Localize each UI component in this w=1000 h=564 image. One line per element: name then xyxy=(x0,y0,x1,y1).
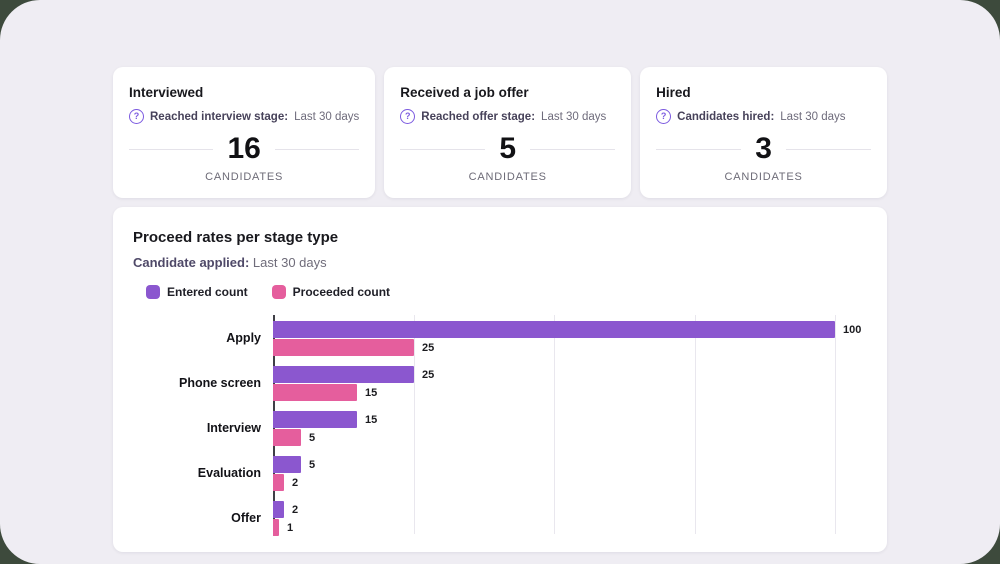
bar-line: 15 xyxy=(273,384,867,401)
kpi-value-row: 16 xyxy=(129,132,360,165)
category-label-apply: Apply xyxy=(226,330,261,345)
bar-entered-count[interactable] xyxy=(273,501,284,518)
bar-value-label: 15 xyxy=(365,386,378,399)
bar-value-label: 2 xyxy=(292,503,299,516)
bar-entered-count[interactable] xyxy=(273,366,414,383)
bar-value-label: 15 xyxy=(365,413,378,426)
kpi-subtitle: ? Reached offer stage: Last 30 days xyxy=(400,109,615,124)
gridline-50 xyxy=(554,315,555,534)
gridline-75 xyxy=(695,315,696,534)
bar-rows: 100 25 25 15 15 5 5 2 2 1 xyxy=(273,315,867,540)
legend-label: Proceeded count xyxy=(292,285,391,299)
help-icon[interactable]: ? xyxy=(400,109,416,124)
bar-proceeded-count[interactable] xyxy=(273,519,279,536)
bar-group-apply: 100 25 xyxy=(273,315,867,360)
bar-value-label: 25 xyxy=(422,368,435,381)
category-label-offer: Offer xyxy=(231,510,261,525)
bar-line: 5 xyxy=(273,429,867,446)
chart-legend: Entered count Proceeded count xyxy=(146,285,867,299)
bar-proceeded-count[interactable] xyxy=(273,429,301,446)
bar-line: 1 xyxy=(273,519,867,536)
bar-line: 2 xyxy=(273,474,867,491)
kpi-card-offer: Received a job offer ? Reached offer sta… xyxy=(384,67,632,198)
bar-proceeded-count[interactable] xyxy=(273,474,284,491)
divider-line xyxy=(656,148,742,150)
gridline-25 xyxy=(414,315,415,534)
category-axis-labels: Apply Phone screen Interview Evaluation Offe… xyxy=(133,315,273,540)
category-label-phone-screen: Phone screen xyxy=(179,375,261,390)
chart-filter: Candidate applied: Last 30 days xyxy=(133,255,867,270)
legend-swatch-proceeded xyxy=(271,285,286,299)
bar-value-label: 5 xyxy=(309,458,316,471)
legend-item-proceeded[interactable]: Proceeded count xyxy=(271,285,391,299)
bar-entered-count[interactable] xyxy=(273,456,301,473)
bar-proceeded-count[interactable] xyxy=(273,339,414,356)
divider-line xyxy=(785,148,872,150)
kpi-unit: CANDIDATES xyxy=(205,171,284,183)
legend-swatch-entered xyxy=(146,285,160,299)
bar-entered-count[interactable] xyxy=(273,411,357,428)
bar-value-label: 25 xyxy=(422,341,435,354)
kpi-title: Interviewed xyxy=(129,85,204,100)
proceed-rates-chart-card: Proceed rates per stage type Candidate a… xyxy=(113,207,887,552)
legend-item-entered[interactable]: Entered count xyxy=(146,285,248,299)
bar-value-label: 2 xyxy=(292,476,299,489)
bar-value-label: 1 xyxy=(287,521,294,534)
kpi-unit: CANDIDATES xyxy=(724,171,803,183)
kpi-value-row: 5 xyxy=(400,132,616,165)
chart-filter-label: Candidate applied: xyxy=(133,255,250,270)
kpi-metric-period: Last 30 days xyxy=(541,110,607,123)
bar-proceeded-count[interactable] xyxy=(273,384,357,401)
category-label-evaluation: Evaluation xyxy=(197,465,261,480)
bar-line: 5 xyxy=(273,456,867,473)
bar-line: 15 xyxy=(273,411,867,428)
kpi-metric-label: Reached offer stage: xyxy=(421,110,536,123)
bar-group-interview: 15 5 xyxy=(273,405,867,450)
chart-filter-value: Last 30 days xyxy=(252,255,327,270)
divider-line xyxy=(530,148,616,150)
bar-line: 25 xyxy=(273,339,867,356)
kpi-value-row: 3 xyxy=(656,132,872,165)
bar-value-label: 100 xyxy=(843,323,862,336)
kpi-card-interviewed: Interviewed ? Reached interview stage: L… xyxy=(113,67,376,198)
kpi-value: 5 xyxy=(499,132,517,165)
bar-chart: Apply Phone screen Interview Evaluation Offe… xyxy=(133,315,867,540)
kpi-subtitle: ? Reached interview stage: Last 30 days xyxy=(129,109,359,124)
kpi-value: 16 xyxy=(227,132,261,165)
kpi-unit: CANDIDATES xyxy=(468,171,547,183)
kpi-metric-period: Last 30 days xyxy=(780,110,846,123)
kpi-value: 3 xyxy=(755,132,772,165)
bar-group-phone-screen: 25 15 xyxy=(273,360,867,405)
chart-title: Proceed rates per stage type xyxy=(133,229,339,246)
summary-cards-row: Interviewed ? Reached interview stage: L… xyxy=(113,67,887,198)
legend-label: Entered count xyxy=(167,285,248,299)
bar-line: 25 xyxy=(273,366,867,383)
category-label-interview: Interview xyxy=(206,420,261,435)
bar-line: 100 xyxy=(273,321,867,338)
bar-line: 2 xyxy=(273,501,867,518)
kpi-metric-label: Candidates hired: xyxy=(677,110,775,123)
kpi-card-hired: Hired ? Candidates hired: Last 30 days 3… xyxy=(640,67,887,198)
divider-line xyxy=(129,148,214,150)
help-icon[interactable]: ? xyxy=(656,109,672,124)
kpi-title: Hired xyxy=(656,85,691,100)
kpi-metric-period: Last 30 days xyxy=(294,110,360,123)
bar-value-label: 5 xyxy=(309,431,316,444)
kpi-title: Received a job offer xyxy=(400,85,529,100)
plot-area: 100 25 25 15 15 5 5 2 2 1 xyxy=(273,315,867,536)
divider-line xyxy=(400,148,486,150)
help-icon[interactable]: ? xyxy=(129,109,144,124)
gridline-100 xyxy=(835,315,836,534)
divider-line xyxy=(274,148,360,150)
kpi-metric-label: Reached interview stage: xyxy=(150,110,289,123)
bar-entered-count[interactable] xyxy=(273,321,835,338)
kpi-subtitle: ? Candidates hired: Last 30 days xyxy=(656,109,871,124)
